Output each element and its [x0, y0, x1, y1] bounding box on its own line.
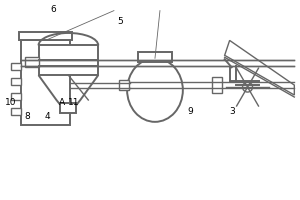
Bar	[21, 40, 70, 125]
Text: 8: 8	[25, 112, 30, 121]
Text: 10: 10	[5, 98, 17, 107]
Ellipse shape	[127, 58, 183, 122]
Text: A: A	[59, 98, 65, 107]
Circle shape	[243, 82, 253, 92]
Bar	[138, 52, 172, 62]
Bar	[60, 103, 76, 113]
Bar	[19, 32, 72, 40]
Bar	[212, 77, 222, 93]
Text: 11: 11	[68, 98, 80, 107]
Bar	[25, 57, 38, 67]
Bar	[11, 78, 21, 85]
Text: 5: 5	[117, 17, 123, 26]
Bar	[38, 45, 98, 75]
Text: 6: 6	[50, 5, 56, 14]
Text: 4: 4	[44, 112, 50, 121]
Polygon shape	[225, 40, 294, 95]
Bar	[11, 93, 21, 100]
Text: 9: 9	[188, 107, 193, 116]
Text: 3: 3	[229, 107, 235, 116]
Bar	[11, 63, 21, 70]
Bar	[119, 80, 129, 90]
Bar	[11, 108, 21, 115]
